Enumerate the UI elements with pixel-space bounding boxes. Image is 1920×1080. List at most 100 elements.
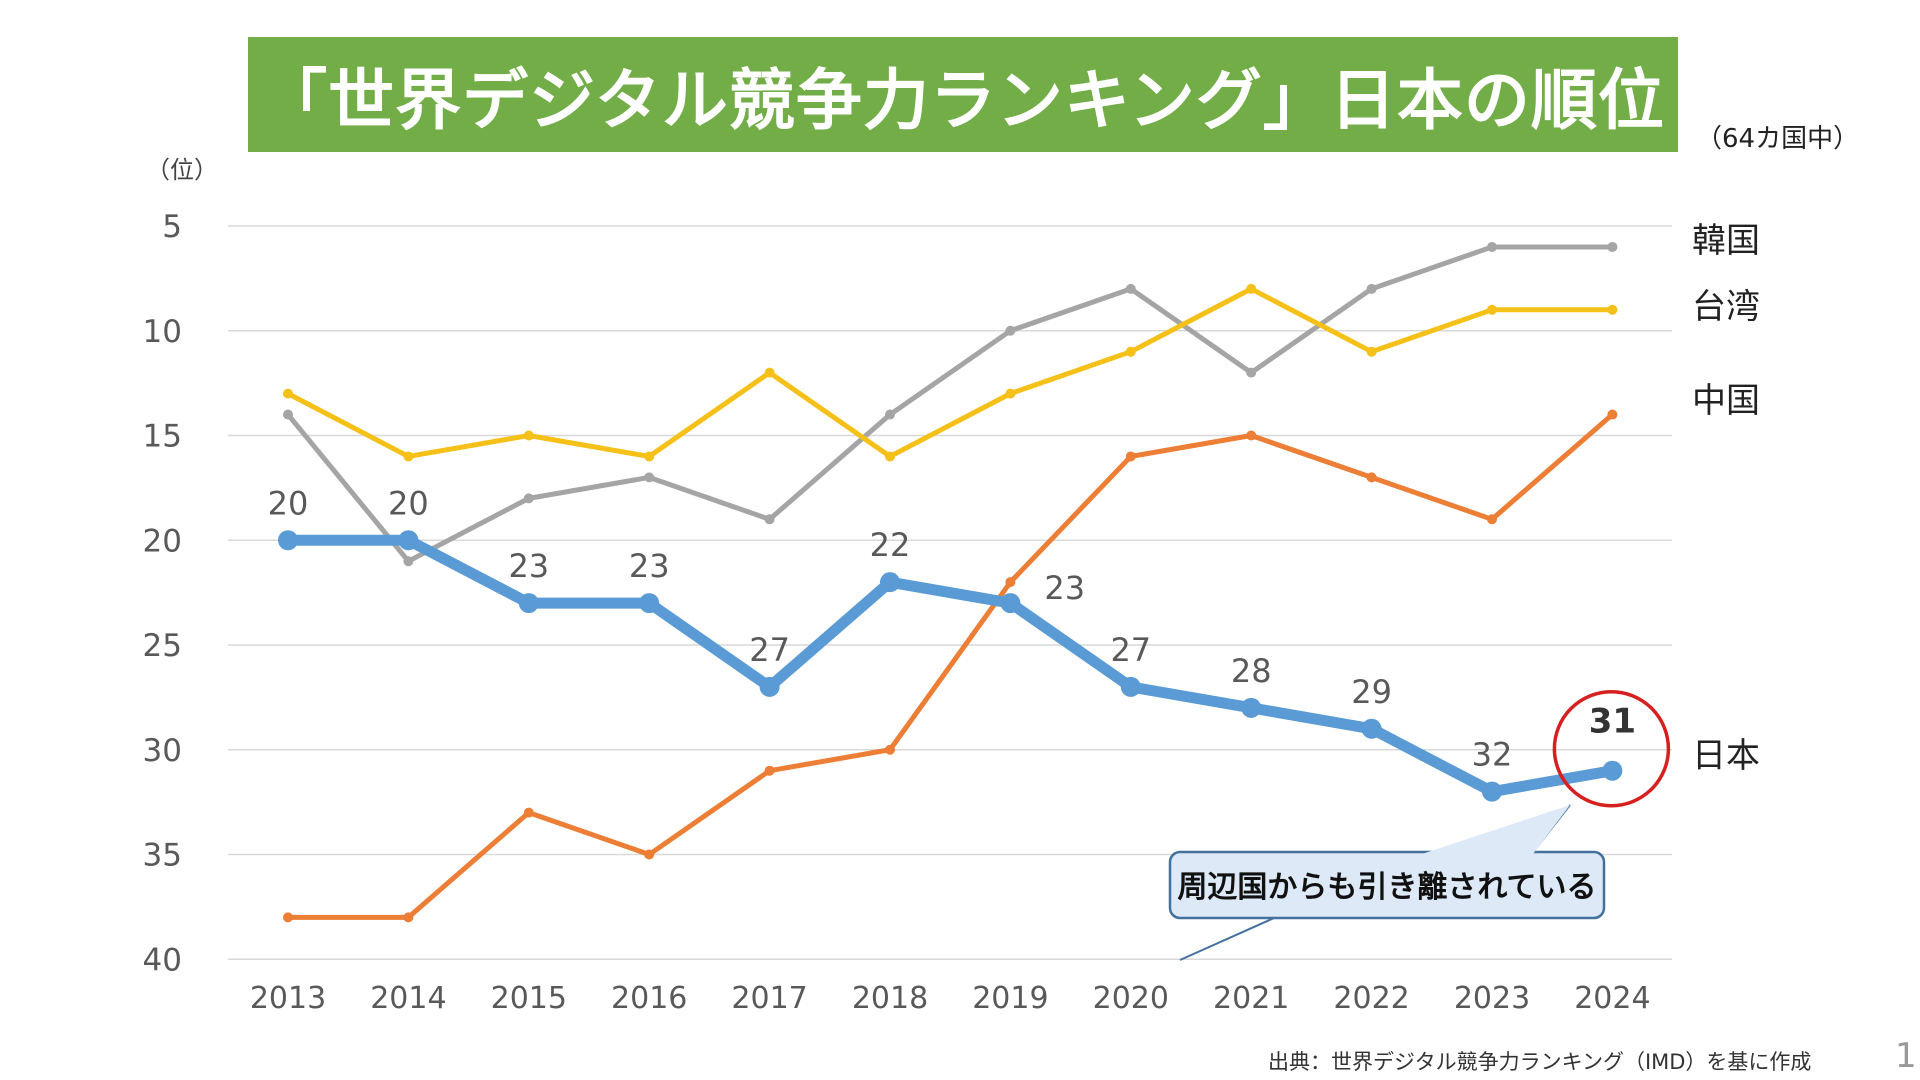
data-point: [403, 556, 414, 567]
x-tick-label: 2024: [1574, 981, 1650, 1016]
data-point: [523, 430, 534, 441]
data-point: [1487, 514, 1497, 525]
x-tick-label: 2017: [731, 981, 807, 1016]
x-tick-label: 2019: [972, 981, 1048, 1016]
data-point: [1000, 593, 1021, 614]
data-labels: 20 20 23 23 27 22 23 27 28 29 32 31: [268, 484, 1636, 773]
data-point: [523, 493, 534, 504]
data-point: [885, 409, 895, 420]
y-tick-label: 5: [162, 209, 182, 245]
page-number: 1: [1895, 1036, 1917, 1076]
data-point: [1241, 697, 1262, 718]
y-tick-label: 20: [143, 523, 182, 559]
data-point: [1246, 430, 1257, 441]
data-point: [1005, 388, 1016, 399]
data-point: [283, 388, 293, 399]
chart-subtitle: （64カ国中）: [1696, 124, 1860, 154]
x-tick-label: 2018: [852, 981, 928, 1016]
y-tick-label: 30: [143, 733, 182, 769]
data-point: [1246, 283, 1257, 294]
x-tick-label: 2016: [611, 981, 687, 1016]
data-point: [1607, 304, 1618, 315]
data-label: 23: [1044, 569, 1085, 607]
data-point: [764, 514, 775, 525]
y-axis-label: （位）: [146, 156, 218, 184]
data-point: [1005, 325, 1016, 336]
callout-tail: [1422, 805, 1570, 854]
chart-title: 「世界デジタル競争力ランキング」日本の順位: [261, 61, 1665, 139]
data-label: 31: [1589, 702, 1636, 742]
data-point: [1607, 409, 1618, 420]
series-line-2: [285, 412, 1615, 920]
data-point: [518, 593, 539, 614]
data-label: 22: [870, 526, 911, 564]
data-point: [885, 451, 895, 462]
data-point: [403, 451, 414, 462]
title-banner: 「世界デジタル競争力ランキング」日本の順位: [248, 37, 1678, 152]
data-point: [644, 849, 655, 860]
data-point: [759, 676, 780, 697]
series-lines: [278, 241, 1623, 923]
y-tick-label: 15: [143, 419, 182, 455]
callout-text: 周辺国からも引き離されている: [1177, 870, 1596, 905]
data-point: [885, 744, 895, 755]
data-point: [1361, 718, 1382, 739]
data-point: [644, 451, 655, 462]
data-point: [880, 572, 900, 593]
data-point: [523, 807, 534, 818]
x-tick-label: 2013: [250, 981, 326, 1016]
data-point: [1366, 472, 1377, 483]
data-label: 23: [508, 547, 549, 585]
data-point: [1482, 781, 1502, 802]
y-tick-label: 40: [143, 942, 182, 978]
x-tick-label: 2014: [370, 981, 446, 1016]
data-label: 23: [629, 547, 670, 585]
data-point: [1125, 451, 1136, 462]
data-point: [764, 765, 775, 776]
data-label: 20: [268, 484, 309, 522]
data-point: [1487, 241, 1497, 252]
highlight-circle: [1552, 689, 1671, 808]
y-tick-label: 35: [143, 838, 182, 874]
data-point: [1120, 676, 1141, 697]
data-point: [283, 912, 293, 923]
x-tick-label: 2020: [1093, 981, 1169, 1016]
data-point: [764, 367, 775, 378]
y-tick-label: 25: [143, 628, 182, 664]
data-label: 29: [1351, 673, 1392, 711]
data-label: 27: [749, 631, 790, 669]
gridlines: [228, 225, 1672, 960]
data-point: [1366, 346, 1377, 357]
data-point: [644, 472, 655, 483]
data-point: [398, 530, 419, 551]
y-tick-label: 10: [143, 314, 182, 350]
series-line-1: [285, 286, 1615, 459]
data-label: 28: [1231, 652, 1272, 690]
data-point: [283, 409, 293, 420]
annotation: 周辺国からも引き離されている: [1168, 689, 1671, 961]
x-tick-label: 2021: [1213, 981, 1289, 1016]
series-line-3: [282, 534, 1618, 798]
data-point: [1366, 283, 1377, 294]
series-line-0: [285, 244, 1615, 564]
x-tick-label: 2022: [1333, 981, 1409, 1016]
data-point: [403, 912, 414, 923]
y-axis-ticks: 5 10 15 20 25 30 35 40: [143, 209, 182, 978]
x-axis-ticks: 2013 2014 2015 2016 2017 2018 2019 2020 2021 2022…: [250, 981, 1651, 1016]
data-label: 27: [1110, 631, 1151, 669]
series-label: 台湾: [1692, 287, 1760, 327]
data-point: [1125, 283, 1136, 294]
data-label: 32: [1472, 736, 1513, 774]
series-label: 韓国: [1692, 221, 1760, 261]
data-point: [1125, 346, 1136, 357]
data-point: [639, 593, 660, 614]
x-tick-label: 2023: [1454, 981, 1530, 1016]
series-label: 中国: [1692, 381, 1760, 421]
data-point: [1487, 304, 1497, 315]
data-point: [1607, 241, 1618, 252]
data-point: [1005, 577, 1016, 588]
data-point: [1246, 367, 1257, 378]
callout-box: [1168, 850, 1606, 920]
